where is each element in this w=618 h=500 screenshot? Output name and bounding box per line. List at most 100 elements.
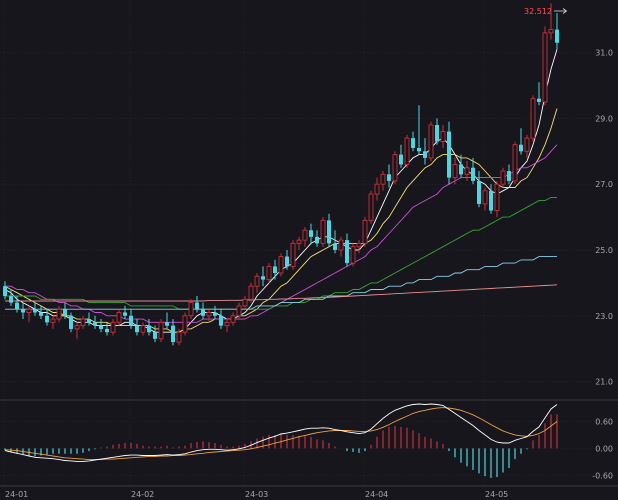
macd-histogram: [4, 414, 558, 478]
candle-body: [158, 321, 164, 340]
candle-body: [99, 325, 103, 329]
candle-up: [266, 263, 272, 283]
ma60-line: [5, 196, 557, 310]
candle-down: [471, 157, 475, 185]
candle-up: [482, 187, 488, 211]
candle-up: [350, 243, 356, 267]
candlestick-series: [3, 3, 559, 346]
candle-up: [224, 319, 230, 333]
candle-body: [417, 148, 421, 152]
candle-body: [248, 285, 254, 300]
candle-body: [464, 167, 470, 175]
price-tick-label: 25.0: [595, 246, 613, 255]
candle-body: [404, 137, 410, 165]
candle-body: [9, 296, 13, 303]
candle-down: [135, 319, 139, 336]
date-axis-ticks: 24-01 24-02 24-03 24-04 24-05: [5, 490, 508, 499]
candle-body: [482, 190, 488, 205]
candle-down: [63, 302, 67, 320]
candle-body: [105, 328, 109, 333]
candle-up: [392, 151, 398, 185]
candle-body: [519, 144, 523, 152]
candle-down: [435, 118, 439, 145]
candle-up: [428, 121, 434, 162]
candle-body: [440, 131, 446, 142]
price-tick-label: 23.0: [595, 312, 613, 321]
candle-body: [368, 193, 374, 221]
candle-body: [500, 170, 506, 185]
candle-body: [362, 219, 368, 244]
candle-body: [494, 183, 500, 211]
candle-body: [165, 322, 169, 326]
candle-up: [254, 273, 260, 293]
candle-down: [219, 309, 223, 329]
candle-down: [417, 105, 421, 155]
candle-up: [110, 319, 116, 336]
candle-up: [464, 161, 470, 181]
dif-line: [4, 403, 558, 462]
candle-body: [39, 312, 43, 316]
macd-tick-label: 0.60: [595, 418, 613, 427]
candle-body: [555, 29, 559, 43]
candle-body: [327, 220, 331, 244]
candle-up: [140, 322, 146, 336]
candle-down: [9, 289, 13, 306]
candle-up: [356, 240, 362, 254]
candle-body: [230, 315, 236, 323]
candle-body: [69, 315, 73, 329]
candle-body: [33, 309, 37, 313]
candle-body: [548, 29, 554, 34]
candle-body: [45, 315, 49, 323]
candle-down: [45, 309, 49, 326]
candle-down: [387, 164, 391, 188]
candle-body: [188, 302, 194, 317]
candle-body: [254, 275, 260, 287]
candle-body: [242, 298, 248, 307]
candle-down: [39, 305, 43, 320]
candle-down: [153, 325, 157, 343]
candle-up: [248, 282, 254, 303]
candle-up: [230, 312, 236, 326]
candle-down: [399, 144, 403, 168]
ma250-line: [5, 284, 558, 302]
candle-up: [440, 124, 446, 149]
candle-body: [195, 302, 199, 310]
candle-down: [69, 312, 73, 333]
candle-body: [201, 309, 205, 316]
last-price-label: 32.512: [524, 7, 552, 16]
candle-body: [411, 138, 415, 149]
candle-body: [459, 164, 463, 175]
candle-body: [374, 183, 380, 195]
price-tick-label: 31.0: [595, 49, 613, 58]
candle-body: [542, 32, 548, 103]
macd-grid: [0, 421, 618, 476]
candle-body: [290, 242, 296, 267]
price-tick-label: 21.0: [595, 378, 613, 387]
candle-down: [327, 213, 331, 247]
candle-body: [26, 308, 32, 313]
price-axis-ticks: 31.0 29.0 27.0 25.0 23.0 21.0: [595, 49, 613, 387]
ma10-line: [4, 108, 558, 333]
candle-up: [206, 309, 212, 323]
candle-body: [176, 331, 182, 343]
candle-body: [350, 246, 356, 264]
candle-down: [555, 13, 559, 50]
ma120-line: [5, 256, 557, 310]
candle-up: [542, 26, 548, 106]
candle-down: [261, 266, 265, 287]
candle-down: [519, 128, 523, 155]
candle-body: [524, 137, 530, 152]
candle-body: [356, 242, 362, 248]
last-price-marker: 32.512: [524, 7, 568, 16]
candle-down: [411, 131, 415, 152]
candle-body: [266, 265, 272, 281]
candle-body: [87, 319, 91, 323]
candle-body: [296, 239, 302, 244]
candle-up: [524, 134, 530, 158]
candle-body: [63, 309, 67, 316]
candle-body: [135, 325, 139, 333]
macd-axis-ticks: 0.60 0.00 -0.60: [592, 418, 613, 481]
candle-down: [21, 302, 25, 320]
candle-up: [452, 157, 458, 185]
candle-down: [477, 171, 481, 208]
